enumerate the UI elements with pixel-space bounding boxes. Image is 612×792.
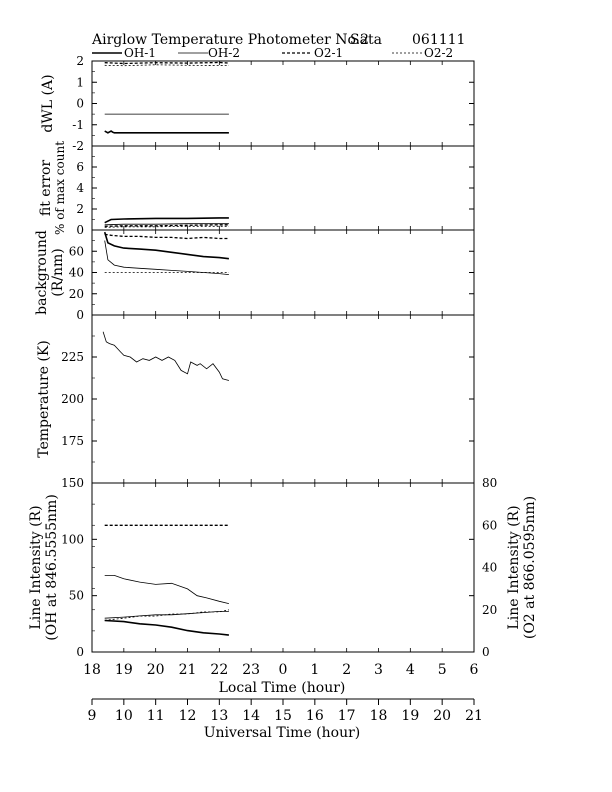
series-oh-1 xyxy=(104,130,229,134)
y-axis-label: background xyxy=(34,230,50,315)
y-axis-label: fit error xyxy=(38,160,54,217)
ut-tick-label: 11 xyxy=(147,708,165,724)
legend-label-o2-1: O2-1 xyxy=(314,46,343,60)
legend: OH-1 OH-2 O2-1 O2-2 xyxy=(92,46,453,60)
series-o2-2 xyxy=(104,64,229,67)
y-tick-label: 0 xyxy=(76,223,84,237)
time-axes: Local Time (hour) Universal Time (hour) … xyxy=(83,662,483,741)
series-oh-1 xyxy=(104,619,229,636)
series-o2-1 xyxy=(104,233,229,240)
ut-tick-label: 16 xyxy=(306,708,324,724)
y2-tick-label: 40 xyxy=(482,561,497,575)
y-tick-label: 20 xyxy=(69,287,84,301)
legend-label-oh-2: OH-2 xyxy=(208,46,240,60)
local-time-tick-label: 6 xyxy=(470,662,479,678)
local-time-tick-label: 18 xyxy=(83,662,101,678)
y-axis-label: Line Intensity (R) xyxy=(28,505,44,629)
local-time-tick-label: 1 xyxy=(310,662,319,678)
local-time-tick-label: 5 xyxy=(438,662,447,678)
y-tick-label: 175 xyxy=(61,434,84,448)
universal-time-axis-label: Universal Time (hour) xyxy=(204,725,361,741)
y-tick-label: 200 xyxy=(61,392,84,406)
y-tick-label: 2 xyxy=(76,54,84,68)
ut-tick-label: 18 xyxy=(370,708,388,724)
ut-tick-label: 21 xyxy=(465,708,483,724)
figure-title: Airglow Temperature Photometer No.2 xyxy=(91,32,369,48)
series-o2-1 xyxy=(104,61,229,65)
local-time-tick-label: 20 xyxy=(147,662,165,678)
panel-frame xyxy=(91,314,475,484)
series-oh xyxy=(102,331,230,381)
y-tick-label: -1 xyxy=(72,118,84,132)
local-time-tick-label: 0 xyxy=(279,662,288,678)
y2-tick-label: 60 xyxy=(482,518,497,532)
ut-tick-label: 19 xyxy=(401,708,419,724)
y2-axis-label: Line Intensity (R) xyxy=(506,505,522,629)
local-time-tick-label: 23 xyxy=(242,662,260,678)
y-tick-label: 2 xyxy=(76,202,84,216)
series-oh-1 xyxy=(104,217,229,224)
y-tick-label: 6 xyxy=(76,160,84,174)
series-oh-2 xyxy=(104,575,229,604)
y-tick-label: 4 xyxy=(76,181,84,195)
station-name: Sata xyxy=(350,32,382,48)
ut-tick-label: 13 xyxy=(210,708,228,724)
local-time-tick-label: 19 xyxy=(115,662,133,678)
y-axis-label: Temperature (K) xyxy=(36,340,52,458)
y-tick-label: 0 xyxy=(76,645,84,659)
ut-tick-label: 9 xyxy=(88,708,97,724)
y-axis-label-2: (R/nm) xyxy=(50,248,66,296)
y-tick-label: -2 xyxy=(72,139,84,153)
ut-tick-label: 10 xyxy=(115,708,133,724)
series-oh-2 xyxy=(104,223,229,226)
ut-tick-label: 17 xyxy=(338,708,356,724)
local-time-tick-label: 3 xyxy=(374,662,383,678)
y-axis-label: dWL (A) xyxy=(40,74,56,132)
local-time-axis-label: Local Time (hour) xyxy=(219,680,346,696)
y2-tick-label: 80 xyxy=(482,476,497,490)
legend-label-oh-1: OH-1 xyxy=(124,46,156,60)
y-tick-label: 60 xyxy=(69,244,84,258)
chart-panels: -2 -1 0 1 2 dWL (A) 0 2 4 6 fit error% of max coun… xyxy=(28,54,538,659)
y-tick-label: 150 xyxy=(61,476,84,490)
series-oh-1 xyxy=(103,231,229,260)
series-o2-2 xyxy=(104,225,229,228)
y-tick-label: 50 xyxy=(69,589,84,603)
panel-frame xyxy=(91,145,475,231)
ut-tick-label: 12 xyxy=(179,708,197,724)
local-time-tick-label: 22 xyxy=(210,662,228,678)
local-time-tick-label: 21 xyxy=(179,662,197,678)
panel-1: -2 -1 0 1 2 dWL (A) xyxy=(40,54,475,153)
panel-4: 175 200 225 Temperature (K) xyxy=(36,314,475,484)
panel-2: 0 2 4 6 fit error% of max count xyxy=(38,141,475,237)
y2-tick-label: 0 xyxy=(482,645,490,659)
series-o2-1 xyxy=(104,224,229,227)
y-tick-label: 40 xyxy=(69,266,84,280)
y-tick-label: 225 xyxy=(61,350,84,364)
y-axis-label-2: % of max count xyxy=(53,141,67,235)
local-time-tick-label: 2 xyxy=(342,662,351,678)
y-tick-label: 0 xyxy=(76,97,84,111)
ut-tick-label: 15 xyxy=(274,708,292,724)
legend-label-o2-2: O2-2 xyxy=(424,46,453,60)
y-tick-label: 100 xyxy=(61,532,84,546)
y2-axis-label-2: (O2 at 866.0595nm) xyxy=(522,496,538,639)
panel-frame xyxy=(91,482,475,653)
local-time-tick-label: 4 xyxy=(406,662,415,678)
series-oh-3 xyxy=(104,611,229,619)
date-label: 061111 xyxy=(412,32,465,48)
y-tick-label: 1 xyxy=(76,75,84,89)
y-axis-label-2: (OH at 846.5555nm) xyxy=(44,494,60,641)
ut-tick-label: 20 xyxy=(433,708,451,724)
y-tick-label: 0 xyxy=(76,308,84,322)
y2-tick-label: 20 xyxy=(482,603,497,617)
panel-3: 0 20 40 60 background (R/nm) xyxy=(34,229,475,322)
ut-tick-label: 14 xyxy=(242,708,260,724)
